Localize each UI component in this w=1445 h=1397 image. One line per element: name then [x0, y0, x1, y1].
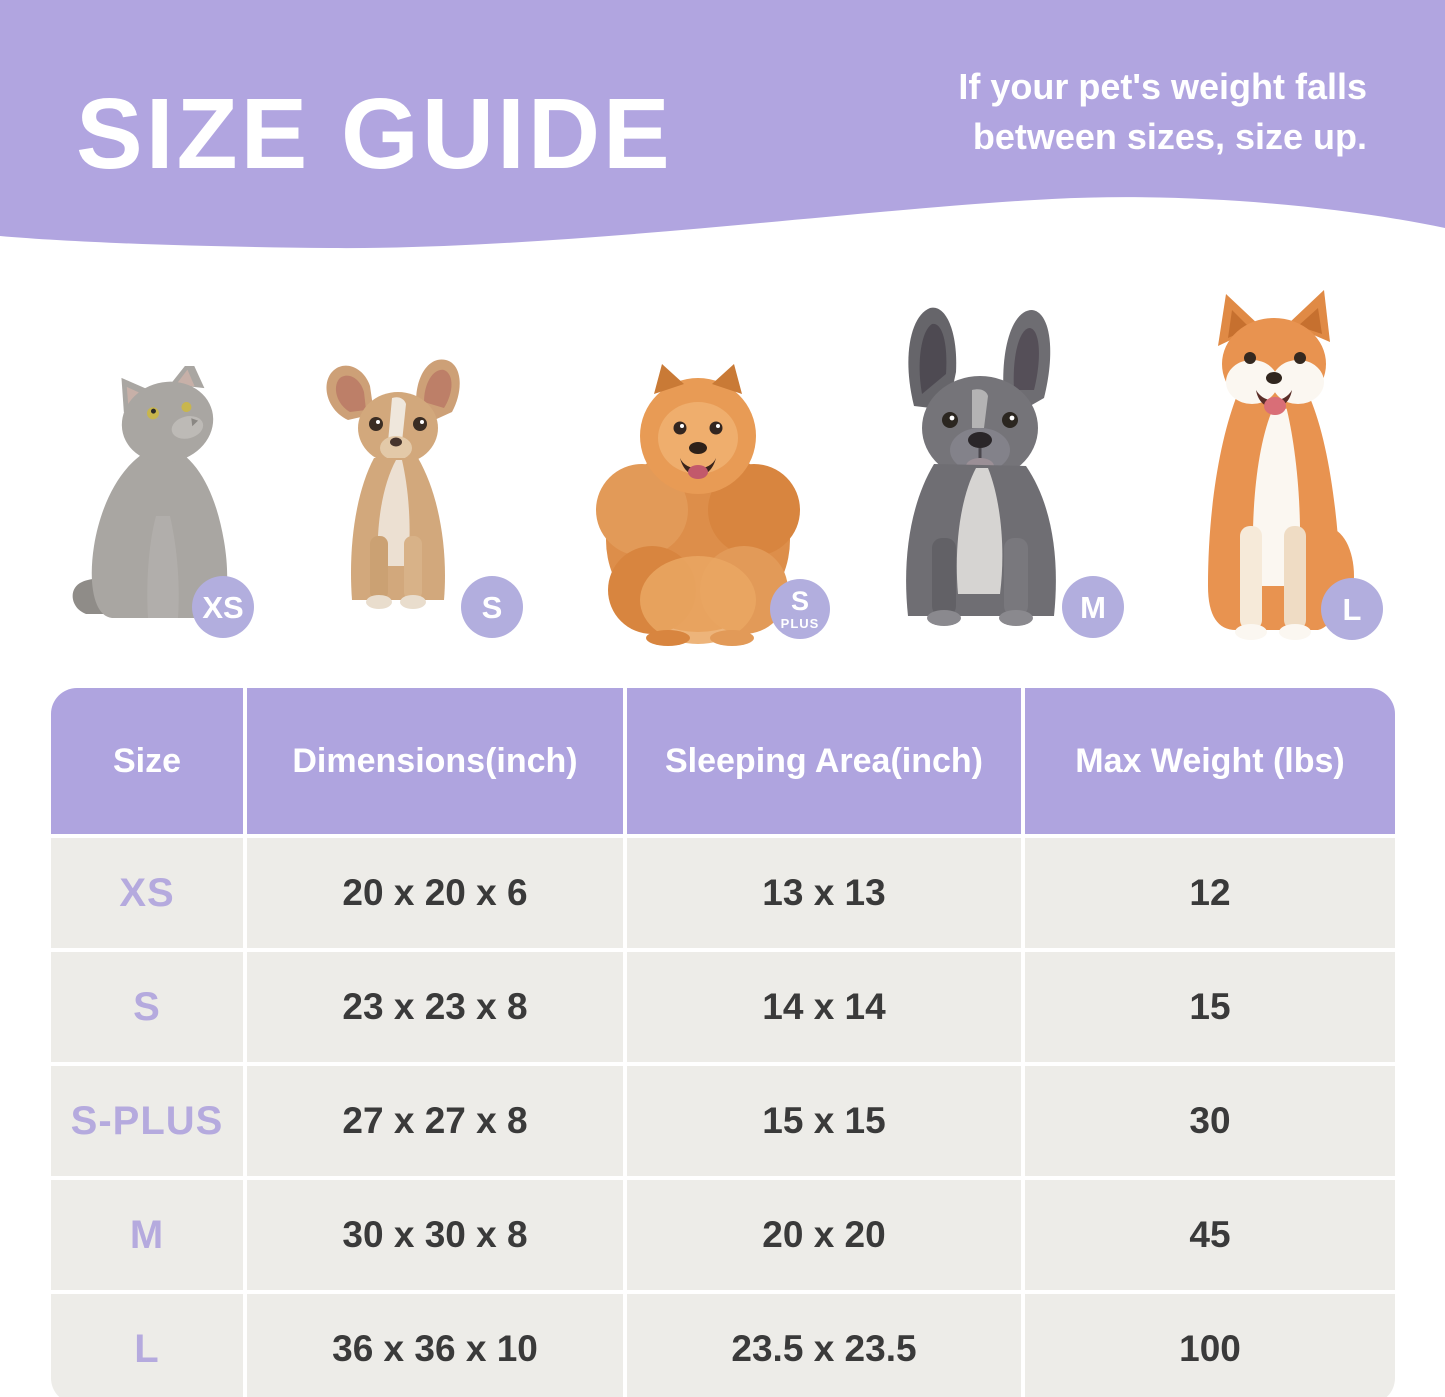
size-badge-s-plus-sublabel: PLUS — [780, 616, 820, 631]
pet-photo-cat — [68, 366, 263, 630]
header-wave — [0, 0, 1445, 249]
pet-photo-pomeranian — [592, 350, 804, 646]
page-title: SIZE GUIDE — [76, 78, 673, 190]
table-cell-size-s: S — [51, 952, 243, 1062]
column-header-dimensions: Dimensions(inch) — [247, 688, 623, 834]
size-badge-s-plus: S PLUS — [770, 579, 830, 639]
table-cell-sleeping-s-plus: 15 x 15 — [627, 1066, 1021, 1176]
table-cell-dimensions-m: 30 x 30 x 8 — [247, 1180, 623, 1290]
table-cell-weight-xs: 12 — [1025, 838, 1395, 948]
table-cell-weight-s: 15 — [1025, 952, 1395, 1062]
table-cell-sleeping-s: 14 x 14 — [627, 952, 1021, 1062]
pet-photo-chihuahua — [312, 356, 482, 618]
header-banner: SIZE GUIDE If your pet's weight falls be… — [0, 0, 1445, 256]
size-badge-s-label: S — [481, 589, 503, 625]
table-cell-dimensions-s-plus: 27 x 27 x 8 — [247, 1066, 623, 1176]
table-cell-size-l: L — [51, 1294, 243, 1397]
table-cell-weight-l: 100 — [1025, 1294, 1395, 1397]
size-badge-l: L — [1321, 578, 1383, 640]
table-cell-sleeping-xs: 13 x 13 — [627, 838, 1021, 948]
column-header-size: Size — [51, 688, 243, 834]
table-cell-weight-m: 45 — [1025, 1180, 1395, 1290]
table-cell-size-xs: XS — [51, 838, 243, 948]
sizing-note: If your pet's weight falls between sizes… — [958, 62, 1367, 161]
size-badge-xs: XS — [192, 576, 254, 638]
size-badge-s-plus-label: S — [790, 586, 809, 616]
table-cell-dimensions-s: 23 x 23 x 8 — [247, 952, 623, 1062]
table-cell-size-s-plus: S-PLUS — [51, 1066, 243, 1176]
column-header-max-weight: Max Weight (lbs) — [1025, 688, 1395, 834]
pet-photo-french-bulldog — [876, 298, 1084, 632]
table-cell-sleeping-l: 23.5 x 23.5 — [627, 1294, 1021, 1397]
table-cell-sleeping-m: 20 x 20 — [627, 1180, 1021, 1290]
size-table: Size Dimensions(inch) Sleeping Area(inch… — [51, 688, 1395, 1397]
size-badge-m: M — [1062, 576, 1124, 638]
sizing-note-line1: If your pet's weight falls — [958, 66, 1367, 107]
table-cell-weight-s-plus: 30 — [1025, 1066, 1395, 1176]
size-badge-l-label: L — [1342, 591, 1362, 627]
size-badge-s: S — [461, 576, 523, 638]
column-header-sleeping-area: Sleeping Area(inch) — [627, 688, 1021, 834]
pet-photo-shiba-inu — [1178, 286, 1368, 646]
table-cell-dimensions-xs: 20 x 20 x 6 — [247, 838, 623, 948]
size-badge-m-label: M — [1080, 589, 1106, 625]
sizing-note-line2: between sizes, size up. — [972, 115, 1367, 157]
table-cell-dimensions-l: 36 x 36 x 10 — [247, 1294, 623, 1397]
size-badge-xs-label: XS — [202, 589, 244, 625]
table-cell-size-m: M — [51, 1180, 243, 1290]
